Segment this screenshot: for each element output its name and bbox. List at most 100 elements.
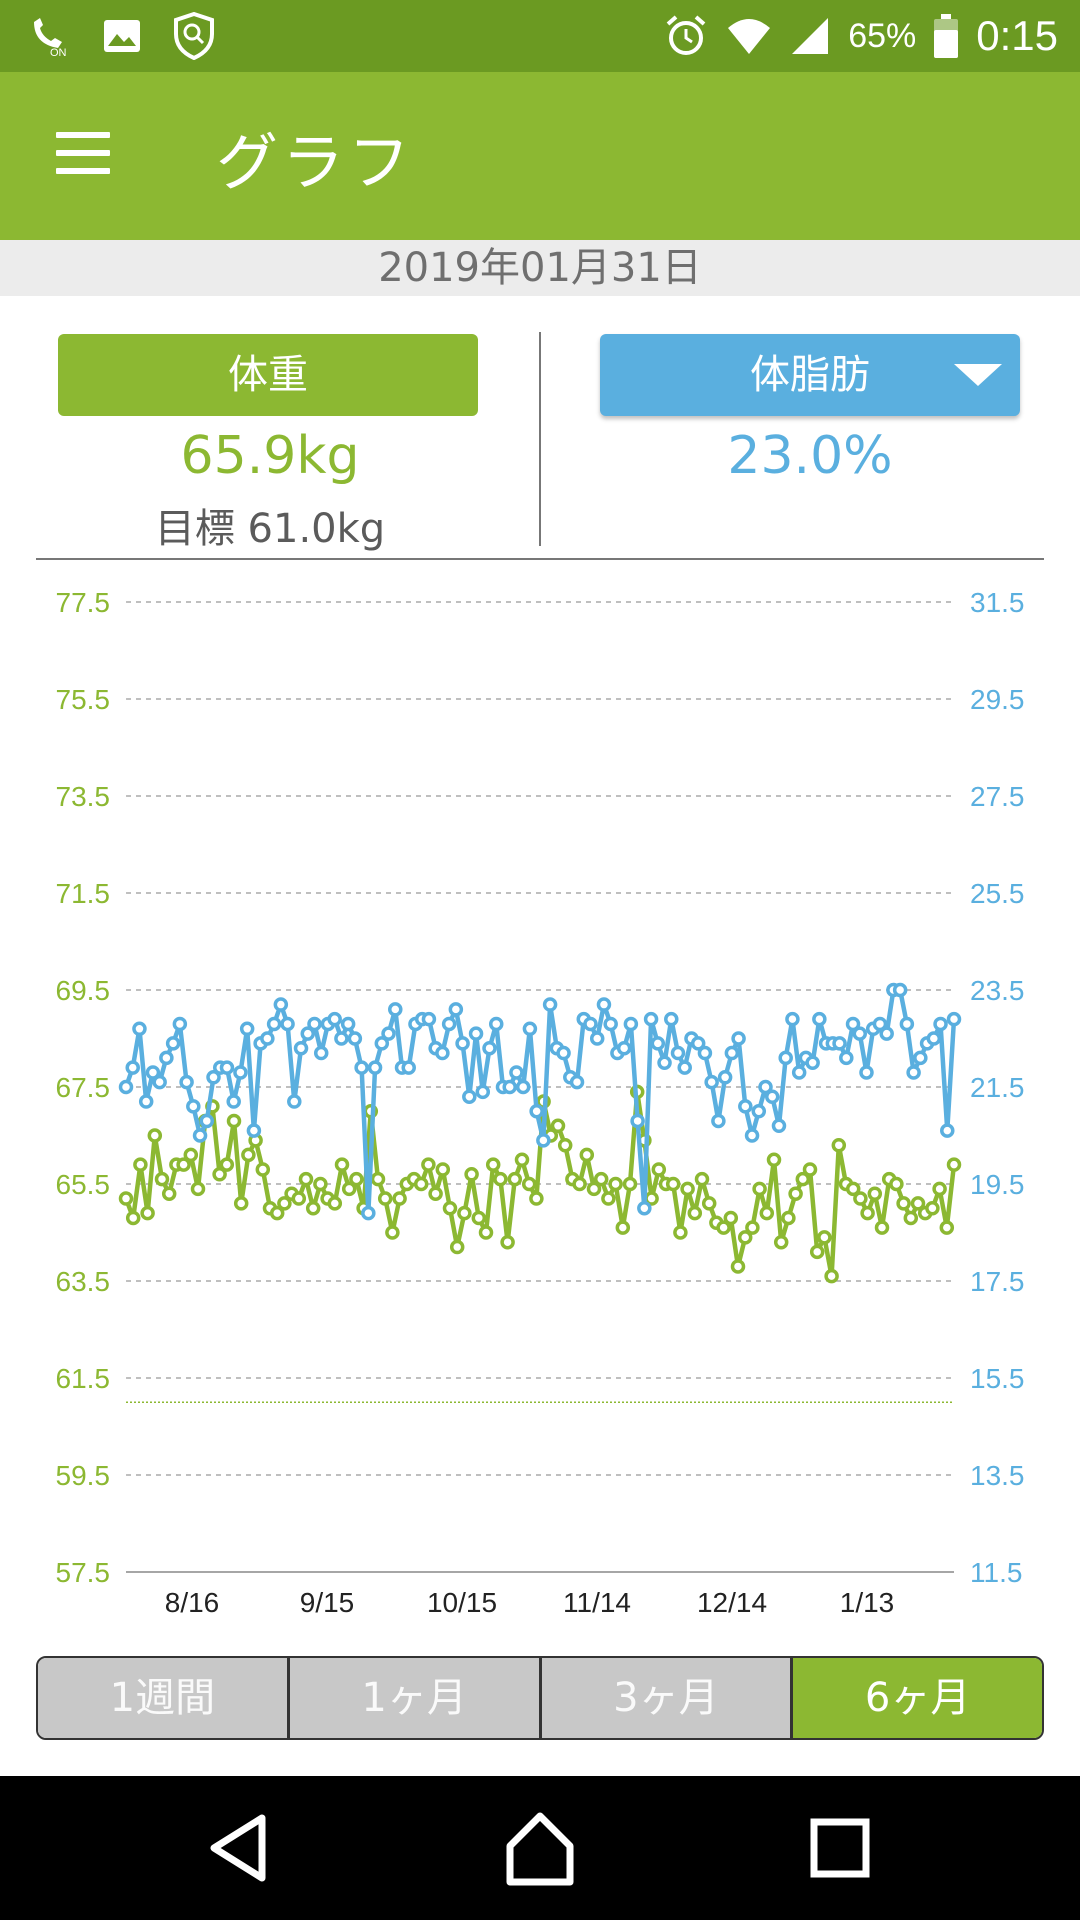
data-point <box>697 1045 713 1061</box>
call-on-icon: ON <box>34 18 67 58</box>
back-icon[interactable] <box>194 1802 286 1894</box>
fat-value: 23.0% <box>727 426 893 486</box>
x-axis-ticks: 8/16 9/15 10/15 11/14 12/14 1/13 <box>165 1587 895 1618</box>
data-point <box>464 1167 479 1182</box>
data-point <box>903 1210 919 1226</box>
tab-1-week[interactable]: 1週間 <box>38 1658 290 1738</box>
data-point <box>788 1186 803 1201</box>
data-point <box>925 1201 940 1216</box>
data-point <box>643 1011 659 1027</box>
right-tick-label: 27.5 <box>970 781 1025 812</box>
data-point <box>441 1016 457 1032</box>
app-bar: グラフ <box>0 72 1080 240</box>
data-point <box>457 1205 472 1221</box>
data-point <box>664 1011 679 1027</box>
recents-icon[interactable] <box>794 1802 886 1894</box>
data-point <box>745 1220 760 1235</box>
data-point <box>859 1065 874 1080</box>
data-point <box>889 1176 904 1192</box>
data-point <box>421 1157 436 1172</box>
data-point <box>485 1157 501 1172</box>
data-point <box>514 1152 530 1167</box>
data-point <box>475 1084 491 1100</box>
data-point <box>507 1171 523 1187</box>
data-point <box>730 1259 746 1274</box>
data-point <box>542 997 558 1012</box>
signal-icon <box>792 18 829 54</box>
right-axis-ticks: 31.5 29.5 27.5 25.5 23.5 21.5 19.5 17.5 15.5 13.5… <box>970 587 1025 1588</box>
data-point <box>616 1040 632 1056</box>
data-point <box>349 1171 364 1187</box>
data-point <box>716 1220 731 1235</box>
data-point <box>381 1026 396 1041</box>
data-point <box>327 1196 343 1211</box>
data-point <box>421 1011 437 1027</box>
tab-6-months[interactable]: 6ヶ月 <box>793 1658 1042 1738</box>
page-title: グラフ <box>216 126 415 199</box>
data-point <box>125 1210 141 1226</box>
data-point <box>665 1176 681 1192</box>
data-point <box>165 1036 181 1051</box>
data-point <box>704 1074 719 1090</box>
left-tick-label: 67.5 <box>56 1072 111 1103</box>
data-point <box>287 1094 302 1109</box>
data-point <box>933 1016 948 1032</box>
data-point <box>839 1050 854 1066</box>
data-point <box>766 1152 782 1167</box>
data-point <box>125 1060 140 1075</box>
data-point <box>172 1016 188 1032</box>
data-point <box>233 1196 249 1211</box>
data-point <box>488 1016 504 1032</box>
chart-series <box>118 982 962 1284</box>
left-tick-label: 65.5 <box>56 1169 111 1200</box>
data-point <box>455 1036 470 1051</box>
data-point <box>680 1181 695 1197</box>
fat-dropdown-button[interactable]: 体脂肪 <box>600 334 1020 416</box>
data-point <box>536 1133 551 1148</box>
right-tick-label: 23.5 <box>970 975 1025 1006</box>
wifi-icon <box>728 19 771 54</box>
data-point <box>910 1196 926 1211</box>
x-tick-label: 8/16 <box>165 1587 220 1618</box>
data-point <box>824 1268 839 1284</box>
data-point <box>529 1191 544 1206</box>
data-point <box>500 1234 515 1250</box>
data-point <box>879 1026 894 1041</box>
left-tick-label: 71.5 <box>56 878 111 909</box>
data-point <box>522 1021 538 1037</box>
battery-icon <box>934 14 959 58</box>
data-point <box>940 1123 955 1138</box>
weight-button[interactable]: 体重 <box>58 334 478 416</box>
data-point <box>860 1205 875 1221</box>
date-label: 2019年01月31日 <box>0 240 1080 296</box>
tab-1-month[interactable]: 1ヶ月 <box>289 1658 542 1738</box>
data-point <box>361 1205 376 1221</box>
data-point <box>521 1176 537 1192</box>
data-point <box>802 1162 818 1177</box>
data-point <box>206 1070 221 1085</box>
tab-3-months[interactable]: 3ヶ月 <box>541 1658 794 1738</box>
period-tabs: 1週間 1ヶ月 3ヶ月 6ヶ月 <box>36 1656 1044 1740</box>
data-point <box>892 982 908 998</box>
right-tick-label: 29.5 <box>970 684 1025 715</box>
data-point <box>650 1036 666 1051</box>
left-tick-label: 59.5 <box>56 1460 111 1491</box>
data-point <box>867 1186 883 1201</box>
summary-bottom-divider <box>36 558 1044 560</box>
clock: 0:15 <box>976 12 1058 59</box>
menu-button[interactable] <box>50 124 116 182</box>
data-point <box>392 1191 407 1206</box>
data-point <box>731 1031 746 1046</box>
data-point <box>239 1021 255 1037</box>
data-point <box>226 1113 242 1129</box>
data-point <box>354 1060 369 1075</box>
home-icon[interactable] <box>494 1802 586 1894</box>
data-point <box>347 1031 363 1046</box>
data-point <box>192 1128 208 1143</box>
data-point <box>190 1181 206 1197</box>
menu-icon <box>56 132 110 138</box>
data-point <box>246 1123 262 1138</box>
data-point <box>785 1011 800 1027</box>
data-point <box>293 1040 309 1056</box>
data-point <box>334 1157 350 1172</box>
